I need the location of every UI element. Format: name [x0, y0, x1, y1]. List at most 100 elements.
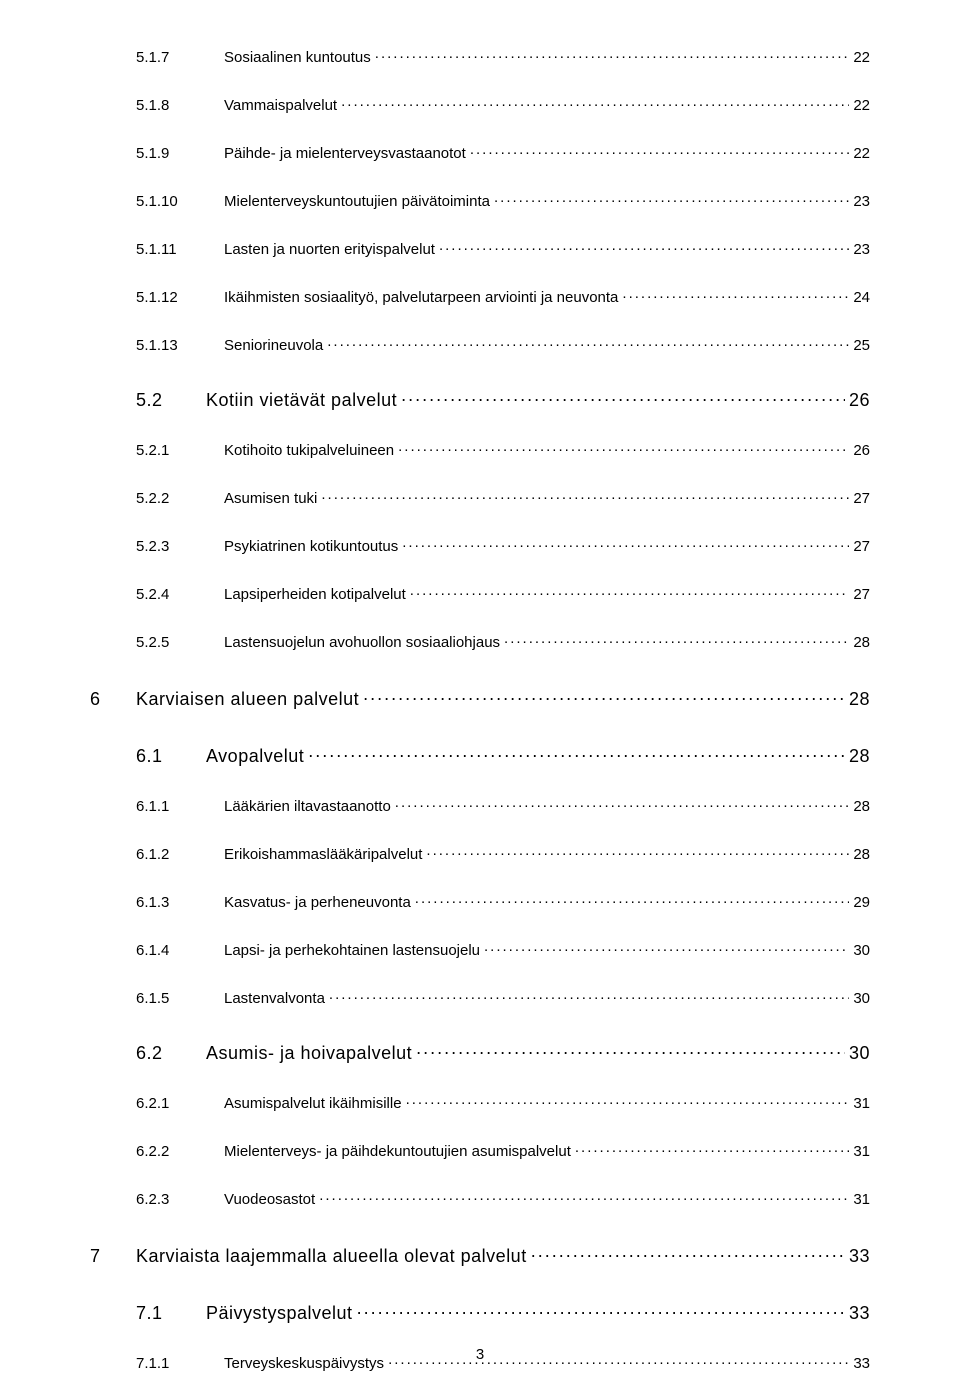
- toc-entry-page: 31: [853, 1095, 870, 1112]
- toc-entry-number: 5.1.7: [136, 49, 196, 66]
- toc-entry-number: 6.2.2: [136, 1143, 196, 1160]
- toc-leader-dots: [402, 536, 849, 551]
- toc-entry-title: Lapsi- ja perhekohtainen lastensuojelu: [224, 942, 480, 959]
- toc-entry-page: 24: [853, 289, 870, 306]
- table-of-contents: 5.1.7Sosiaalinen kuntoutus225.1.8Vammais…: [90, 47, 870, 1372]
- toc-entry-title: Lääkärien iltavastaanotto: [224, 798, 391, 815]
- toc-leader-dots: [398, 440, 849, 455]
- toc-leader-dots: [327, 335, 849, 350]
- toc-entry-number: 5.2.4: [136, 586, 196, 603]
- toc-entry-page: 22: [853, 49, 870, 66]
- toc-entry-title: Kasvatus- ja perheneuvonta: [224, 894, 411, 911]
- toc-entry-number: 5.2: [136, 390, 188, 411]
- toc-entry-number: 5.1.10: [136, 193, 196, 210]
- toc-entry: 6.1.2 Erikoishammaslääkäripalvelut 28: [136, 844, 870, 863]
- toc-entry: 6.1.3 Kasvatus- ja perheneuvonta 29: [136, 892, 870, 911]
- toc-leader-dots: [406, 1093, 850, 1108]
- toc-leader-dots: [470, 143, 850, 158]
- toc-entry-title: Vammaispalvelut: [224, 97, 337, 114]
- toc-entry: 5.2.3 Psykiatrinen kotikuntoutus 27: [136, 536, 870, 555]
- toc-leader-dots: [622, 287, 849, 302]
- toc-entry-number: 6.1.2: [136, 846, 196, 863]
- toc-entry-number: 7.1: [136, 1303, 188, 1324]
- toc-entry-number: 5.2.3: [136, 538, 196, 555]
- toc-leader-dots: [416, 1041, 845, 1059]
- toc-entry-title: Lastensuojelun avohuollon sosiaaliohjaus: [224, 634, 500, 651]
- toc-entry: 5.2Kotiin vietävät palvelut26: [136, 388, 870, 411]
- toc-entry-page: 33: [849, 1246, 870, 1267]
- toc-entry-page: 28: [849, 689, 870, 710]
- toc-entry-number: 5.2.2: [136, 490, 196, 507]
- toc-entry: 7Karviaista laajemmalla alueella olevat …: [90, 1244, 870, 1267]
- toc-entry-title: Päivystyspalvelut: [206, 1303, 353, 1324]
- toc-entry-number: 6.2: [136, 1043, 188, 1064]
- toc-entry: 5.1.10 Mielenterveyskuntoutujien päivätoi…: [136, 191, 870, 210]
- toc-leader-dots: [308, 744, 845, 762]
- toc-entry: 5.1.9Päihde- ja mielenterveysvastaanotot…: [136, 143, 870, 162]
- toc-leader-dots: [484, 940, 849, 955]
- toc-entry-title: Mielenterveyskuntoutujien päivätoiminta: [224, 193, 490, 210]
- toc-entry: 7.1 Päivystyspalvelut 33: [136, 1301, 870, 1324]
- toc-leader-dots: [329, 988, 849, 1003]
- toc-entry-title: Sosiaalinen kuntoutus: [224, 49, 371, 66]
- toc-entry-page: 28: [853, 798, 870, 815]
- toc-entry: 6.1.4Lapsi- ja perhekohtainen lastensuoj…: [136, 940, 870, 959]
- toc-entry-page: 31: [853, 1143, 870, 1160]
- toc-entry-page: 28: [849, 746, 870, 767]
- toc-leader-dots: [415, 892, 850, 907]
- toc-entry-number: 6.1.3: [136, 894, 196, 911]
- toc-entry: 5.1.12Ikäihmisten sosiaalityö, palveluta…: [136, 287, 870, 306]
- toc-entry-page: 27: [853, 586, 870, 603]
- toc-entry-page: 22: [853, 145, 870, 162]
- toc-entry-page: 28: [853, 846, 870, 863]
- toc-leader-dots: [494, 191, 849, 206]
- toc-entry-title: Kotihoito tukipalveluineen: [224, 442, 394, 459]
- toc-entry-page: 23: [853, 241, 870, 258]
- toc-entry-number: 6.2.1: [136, 1095, 196, 1112]
- toc-entry-title: Lastenvalvonta: [224, 990, 325, 1007]
- toc-entry-page: 27: [853, 538, 870, 555]
- toc-entry-title: Erikoishammaslääkäripalvelut: [224, 846, 422, 863]
- toc-entry-number: 6: [90, 689, 126, 710]
- toc-entry-page: 30: [849, 1043, 870, 1064]
- toc-entry-title: Vuodeosastot: [224, 1191, 315, 1208]
- toc-entry-number: 6.1.1: [136, 798, 196, 815]
- toc-entry: 6.1.5Lastenvalvonta30: [136, 988, 870, 1007]
- toc-entry-page: 30: [853, 990, 870, 1007]
- toc-entry-number: 5.2.5: [136, 634, 196, 651]
- toc-leader-dots: [401, 388, 845, 406]
- toc-leader-dots: [410, 584, 850, 599]
- toc-entry: 6.1.1 Lääkärien iltavastaanotto 28: [136, 796, 870, 815]
- toc-entry-title: Karviaista laajemmalla alueella olevat p…: [136, 1246, 527, 1267]
- toc-entry-page: 26: [853, 442, 870, 459]
- toc-entry-page: 31: [853, 1191, 870, 1208]
- document-page: 5.1.7Sosiaalinen kuntoutus225.1.8Vammais…: [0, 0, 960, 1385]
- toc-entry: 5.1.13Seniorineuvola25: [136, 335, 870, 354]
- toc-leader-dots: [357, 1301, 845, 1319]
- toc-leader-dots: [439, 239, 849, 254]
- toc-entry-page: 29: [853, 894, 870, 911]
- toc-leader-dots: [363, 687, 845, 705]
- toc-entry-number: 5.2.1: [136, 442, 196, 459]
- toc-entry: 5.1.8Vammaispalvelut22: [136, 95, 870, 114]
- toc-entry-number: 6.1: [136, 746, 188, 767]
- toc-leader-dots: [321, 488, 849, 503]
- toc-entry-title: Avopalvelut: [206, 746, 304, 767]
- toc-entry-page: 27: [853, 490, 870, 507]
- toc-entry: 5.1.7 Sosiaalinen kuntoutus 22: [136, 47, 870, 66]
- toc-entry-number: 5.1.13: [136, 337, 196, 354]
- toc-entry: 5.2.1 Kotihoito tukipalveluineen 26: [136, 440, 870, 459]
- toc-entry-title: Asumisen tuki: [224, 490, 317, 507]
- toc-entry-title: Asumispalvelut ikäihmisille: [224, 1095, 402, 1112]
- toc-entry-title: Psykiatrinen kotikuntoutus: [224, 538, 398, 555]
- toc-entry-page: 22: [853, 97, 870, 114]
- toc-entry-title: Lasten ja nuorten erityispalvelut: [224, 241, 435, 258]
- toc-leader-dots: [375, 47, 850, 62]
- toc-entry-page: 23: [853, 193, 870, 210]
- toc-entry-title: Mielenterveys- ja päihdekuntoutujien asu…: [224, 1143, 571, 1160]
- toc-entry-page: 33: [849, 1303, 870, 1324]
- toc-entry-number: 5.1.11: [136, 241, 196, 258]
- toc-entry: 6.2.3Vuodeosastot31: [136, 1189, 870, 1208]
- toc-entry-page: 26: [849, 390, 870, 411]
- toc-entry-number: 5.1.9: [136, 145, 196, 162]
